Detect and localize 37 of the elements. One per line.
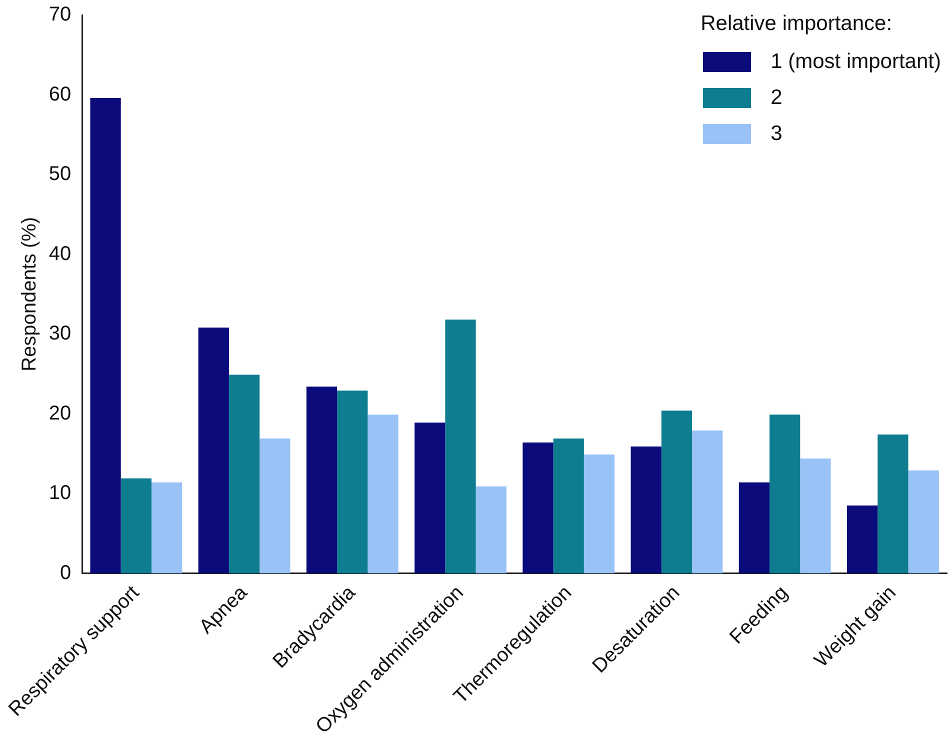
bar — [522, 442, 554, 574]
bar — [445, 320, 476, 574]
y-tick-label: 70 — [48, 4, 72, 26]
bar — [800, 458, 831, 574]
y-tick-label: 60 — [48, 83, 72, 106]
y-axis-title: Respondents (%) — [18, 216, 40, 372]
bar — [476, 486, 506, 574]
bar — [553, 438, 584, 574]
legend-label: 2 — [770, 86, 782, 110]
bar — [584, 454, 615, 574]
bar — [337, 390, 368, 574]
y-tick-label: 50 — [48, 163, 72, 186]
bar — [414, 422, 446, 574]
bar — [770, 414, 800, 574]
y-tick-label: 0 — [60, 562, 72, 584]
bar — [260, 438, 290, 574]
bar — [878, 434, 908, 574]
bar — [120, 478, 152, 574]
bar — [90, 98, 121, 574]
bar — [847, 506, 878, 574]
bar — [368, 414, 398, 574]
legend-label: 1 (most important) — [770, 50, 941, 74]
bar — [151, 482, 182, 574]
bar — [306, 386, 338, 574]
bar — [228, 374, 260, 574]
bar — [630, 446, 662, 574]
bar — [908, 470, 939, 574]
y-tick-label: 30 — [48, 322, 72, 345]
legend-title: Relative importance: — [700, 12, 894, 36]
legend-label: 3 — [770, 122, 782, 146]
bar — [738, 482, 770, 574]
y-tick-label: 10 — [48, 482, 72, 504]
y-tick-label: 20 — [48, 402, 72, 424]
y-tick-label: 40 — [48, 242, 72, 265]
bar — [661, 410, 692, 574]
bar — [692, 430, 723, 574]
bar — [198, 328, 229, 574]
